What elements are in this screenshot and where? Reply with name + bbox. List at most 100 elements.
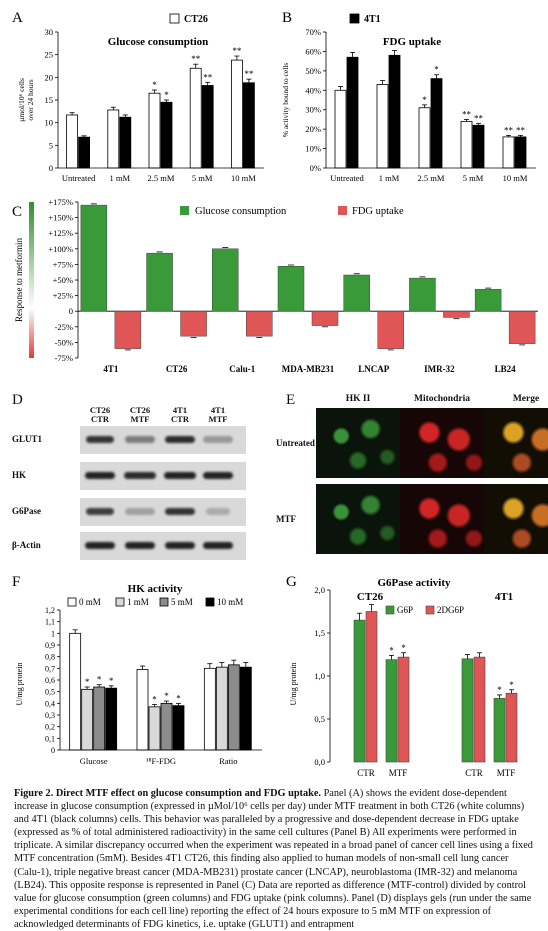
- merge-image: [484, 408, 548, 478]
- bar: [201, 85, 214, 169]
- y-tick-label: 1,5: [314, 628, 325, 638]
- blot-band: [125, 542, 155, 549]
- bar: [215, 666, 228, 751]
- panel-g-chart: G G6Pase activity CT26 4T1 G6P 2DG6P 0,0 0,5 1,0…: [286, 574, 518, 778]
- significance-marker: *: [176, 693, 181, 703]
- bar: [227, 664, 240, 751]
- blot-band: [125, 436, 155, 443]
- legend-label-green: Glucose consumption: [195, 206, 287, 217]
- blot-band: [125, 508, 155, 515]
- panel-a-letter: A: [12, 10, 23, 26]
- panel-f-chart: F HK activity 0 mM 1 mM 5 mM 10 mM * * * Glucose *…: [12, 574, 262, 766]
- y-tick-label: 25: [45, 50, 54, 60]
- bar: [514, 136, 527, 169]
- bar: [343, 274, 370, 312]
- microscopy-row-label: Untreated: [276, 438, 315, 448]
- blot-strip: [80, 426, 246, 454]
- category-label: MDA-MB231: [282, 364, 335, 374]
- blot-band: [203, 436, 233, 443]
- panel-c-chart: C Response to metformin +175% +150% +125% +10…: [12, 197, 538, 374]
- bar: [230, 59, 243, 169]
- significance-marker: **: [244, 69, 254, 79]
- bar: [93, 686, 106, 751]
- y-tick-label: +175%: [48, 197, 73, 207]
- blot-column-label: CT26 MTF: [129, 405, 151, 424]
- mitochondria-image: [400, 408, 484, 478]
- bar: [239, 666, 252, 751]
- significance-marker: *: [85, 677, 90, 687]
- legend-swatch: [425, 605, 435, 615]
- y-tick-label: +25%: [53, 291, 73, 301]
- blot-column-label: CT26 CTR: [89, 405, 111, 424]
- y-tick-label: 0,6: [45, 676, 55, 685]
- panel-g-ylabel: U/mg protein: [289, 663, 298, 706]
- panel-f-title: HK activity: [128, 583, 183, 595]
- blot-row-label: β-Actin: [12, 540, 41, 550]
- panel-d-blots: D CT26 CTR CT26 MTF 4T1 CTR 4T1 MTF GLUT1 HK…: [0, 392, 270, 564]
- y-tick-label: 5: [49, 140, 53, 150]
- legend-swatch: [159, 597, 169, 607]
- bar: [172, 705, 185, 751]
- legend-swatch: [67, 597, 77, 607]
- bar: [80, 204, 108, 312]
- blot-band: [206, 508, 230, 515]
- bar: [160, 101, 173, 169]
- y-tick-label: +75%: [53, 259, 73, 269]
- y-tick-label: -75%: [55, 353, 73, 363]
- significance-marker: **: [516, 125, 526, 135]
- legend-label: 2DG6P: [437, 605, 464, 615]
- y-tick-label: 0,8: [45, 653, 55, 662]
- blot-band: [203, 542, 233, 549]
- category-label: 1 mM: [379, 173, 400, 183]
- significance-marker: *: [434, 65, 439, 75]
- panel-a-ylabel-1: µmol/10⁶ cells: [17, 78, 26, 122]
- panel-b-ylabel: % activity bound to cells: [281, 63, 290, 138]
- bar: [493, 698, 506, 763]
- bar: [508, 310, 536, 344]
- panel-g-title: G6Pase activity: [377, 577, 451, 589]
- hk2-image: [316, 484, 400, 554]
- bar: [334, 89, 347, 169]
- bar: [388, 54, 401, 169]
- bar: [146, 252, 173, 312]
- y-tick-label: 1: [51, 629, 55, 638]
- y-tick-label: 1,1: [45, 618, 55, 627]
- significance-marker: *: [97, 675, 102, 685]
- significance-marker: **: [462, 109, 472, 119]
- legend-label-ct26: CT26: [184, 14, 208, 25]
- y-tick-label: 0,5: [45, 688, 55, 697]
- bar: [353, 619, 366, 763]
- legend-label: 10 mM: [217, 597, 243, 607]
- y-tick-label: 10%: [305, 144, 321, 154]
- y-tick-label: 0,2: [45, 723, 55, 732]
- blot-strip: [80, 498, 246, 526]
- legend-swatch-4t1: [349, 13, 360, 24]
- category-label: Untreated: [62, 173, 96, 183]
- panel-f-ylabel: U/mg protein: [15, 663, 24, 706]
- panel-e-microscopy: E HK II Mitochondria Merge Untreated MTF: [274, 392, 548, 564]
- bar: [69, 632, 82, 751]
- legend-label-red: FDG uptake: [352, 206, 404, 217]
- bar: [365, 611, 378, 763]
- category-label: MTF: [389, 768, 408, 778]
- category-label: 4T1: [103, 364, 119, 374]
- category-label: ¹⁸F-FDG: [146, 756, 176, 766]
- significance-marker: *: [389, 645, 394, 655]
- bar: [66, 114, 78, 169]
- y-tick-label: 60%: [305, 46, 321, 56]
- panel-e-letter: E: [286, 392, 296, 408]
- category-label: Glucose: [80, 756, 108, 766]
- y-tick-label: 50%: [305, 66, 321, 76]
- blot-strip: [80, 462, 246, 490]
- category-label: IMR-32: [424, 364, 455, 374]
- bar: [472, 124, 485, 169]
- panel-g-letter: G: [286, 574, 297, 590]
- microscopy-column-label: Mitochondria: [414, 394, 470, 404]
- significance-marker: *: [164, 691, 169, 701]
- y-tick-label: 1,0: [314, 671, 325, 681]
- legend-swatch: [115, 597, 125, 607]
- legend-label: G6P: [397, 605, 413, 615]
- category-label: CTR: [465, 768, 483, 778]
- category-label: LNCAP: [358, 364, 390, 374]
